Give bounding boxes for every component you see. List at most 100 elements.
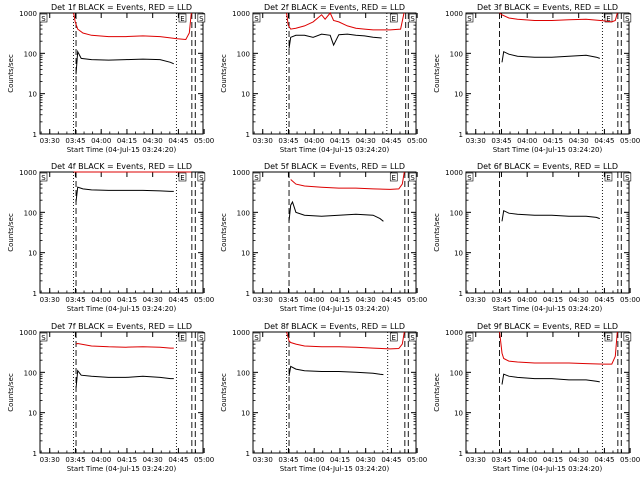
- y-tick-label: 1: [33, 131, 37, 139]
- marker-label: S: [410, 174, 415, 182]
- y-tick-label: 100: [24, 209, 37, 217]
- x-tick-label: 04:30: [143, 456, 163, 464]
- marker-label: E: [606, 174, 610, 182]
- marker-label: E: [392, 334, 396, 342]
- y-tick-label: 100: [237, 209, 250, 217]
- marker-label: S: [254, 15, 259, 23]
- chart-panel: Det 2f BLACK = Events, RED = LLD Counts/s…: [220, 3, 427, 154]
- series-line: [501, 209, 600, 222]
- marker-box: [623, 172, 632, 182]
- x-tick-label: 03:30: [466, 137, 486, 145]
- plot-frame: [252, 331, 417, 454]
- marker-box: [39, 332, 48, 342]
- marker-box: [408, 172, 417, 182]
- x-tick-label: 04:00: [91, 137, 111, 145]
- x-axis-label: Start Time (04-Jul-15 03:24:20): [493, 465, 603, 473]
- x-tick-label: 03:45: [65, 296, 85, 304]
- marker-box: [465, 332, 474, 342]
- x-tick-label: 03:30: [253, 296, 273, 304]
- series-line: [290, 171, 405, 190]
- series-line: [288, 200, 384, 222]
- x-tick-label: 04:00: [91, 296, 111, 304]
- series-line: [75, 186, 174, 203]
- chart-panel: Det 3f BLACK = Events, RED = LLD Counts/s…: [433, 3, 640, 154]
- y-tick-label: 10: [454, 250, 463, 258]
- marker-box: [604, 172, 613, 182]
- chart-panel: Det 6f BLACK = Events, RED = LLD Counts/s…: [433, 162, 640, 313]
- y-tick-label: 1: [246, 450, 250, 458]
- marker-label: S: [467, 334, 472, 342]
- marker-label: S: [625, 15, 630, 23]
- chart-panel: Det 9f BLACK = Events, RED = LLD Counts/s…: [433, 322, 640, 473]
- x-tick-label: 05:00: [194, 456, 214, 464]
- marker-label: E: [180, 15, 184, 23]
- y-tick-label: 10: [241, 410, 250, 418]
- x-tick-label: 03:45: [278, 456, 298, 464]
- marker-box: [465, 172, 474, 182]
- x-axis-label: Start Time (04-Jul-15 03:24:20): [67, 305, 177, 313]
- chart-title: Det 9f BLACK = Events, RED = LLD: [477, 322, 618, 331]
- y-tick-label: 100: [24, 369, 37, 377]
- x-axis-label: Start Time (04-Jul-15 03:24:20): [493, 146, 603, 154]
- series-line: [501, 373, 600, 385]
- y-axis-label: Counts/sec: [220, 373, 228, 412]
- x-tick-label: 04:15: [543, 137, 563, 145]
- marker-box: [252, 172, 261, 182]
- x-tick-label: 05:00: [407, 296, 427, 304]
- x-tick-label: 04:30: [356, 456, 376, 464]
- series-line: [501, 50, 600, 63]
- y-tick-label: 1000: [19, 169, 37, 177]
- marker-box: [465, 13, 474, 23]
- x-tick-label: 04:15: [543, 296, 563, 304]
- y-tick-label: 10: [28, 91, 37, 99]
- x-tick-label: 04:30: [356, 137, 376, 145]
- y-tick-label: 100: [450, 369, 463, 377]
- marker-box: [408, 332, 417, 342]
- x-tick-label: 04:45: [168, 296, 188, 304]
- x-tick-label: 03:45: [491, 137, 511, 145]
- x-axis-label: Start Time (04-Jul-15 03:24:20): [280, 305, 390, 313]
- marker-box: [197, 13, 206, 23]
- marker-label: S: [199, 334, 204, 342]
- marker-box: [389, 332, 398, 342]
- x-tick-label: 05:00: [620, 296, 640, 304]
- x-tick-label: 04:15: [330, 456, 350, 464]
- y-tick-label: 1000: [19, 10, 37, 18]
- y-tick-label: 10: [454, 91, 463, 99]
- chart-title: Det 5f BLACK = Events, RED = LLD: [264, 162, 405, 171]
- marker-label: S: [625, 334, 630, 342]
- x-axis-label: Start Time (04-Jul-15 03:24:20): [280, 146, 390, 154]
- y-tick-label: 10: [28, 250, 37, 258]
- x-tick-label: 04:30: [143, 296, 163, 304]
- x-tick-label: 04:00: [304, 456, 324, 464]
- marker-label: S: [625, 174, 630, 182]
- x-tick-label: 04:45: [594, 456, 614, 464]
- y-axis-label: Counts/sec: [433, 54, 441, 93]
- chart-panel: Det 4f BLACK = Events, RED = LLD Counts/s…: [7, 162, 214, 313]
- marker-label: S: [254, 334, 259, 342]
- x-tick-label: 04:30: [569, 137, 589, 145]
- y-axis-label: Counts/sec: [220, 54, 228, 93]
- y-tick-label: 100: [237, 369, 250, 377]
- y-tick-label: 1000: [445, 329, 463, 337]
- plot-frame: [252, 12, 417, 135]
- chart-panel: Det 7f BLACK = Events, RED = LLD Counts/s…: [7, 322, 214, 473]
- x-tick-label: 03:30: [466, 456, 486, 464]
- marker-box: [623, 332, 632, 342]
- marker-box: [39, 13, 48, 23]
- x-tick-label: 04:15: [117, 456, 137, 464]
- marker-label: E: [180, 174, 184, 182]
- x-tick-label: 05:00: [194, 296, 214, 304]
- x-tick-label: 04:00: [517, 456, 537, 464]
- plot-frame: [465, 171, 630, 294]
- y-tick-label: 1: [459, 290, 463, 298]
- chart-title: Det 2f BLACK = Events, RED = LLD: [264, 3, 405, 12]
- y-tick-label: 10: [241, 250, 250, 258]
- x-axis-label: Start Time (04-Jul-15 03:24:20): [67, 146, 177, 154]
- y-tick-label: 1: [246, 131, 250, 139]
- marker-label: S: [199, 15, 204, 23]
- marker-label: S: [467, 174, 472, 182]
- plot-frame: [465, 12, 630, 135]
- x-tick-label: 04:45: [168, 456, 188, 464]
- plot-frame: [39, 12, 204, 135]
